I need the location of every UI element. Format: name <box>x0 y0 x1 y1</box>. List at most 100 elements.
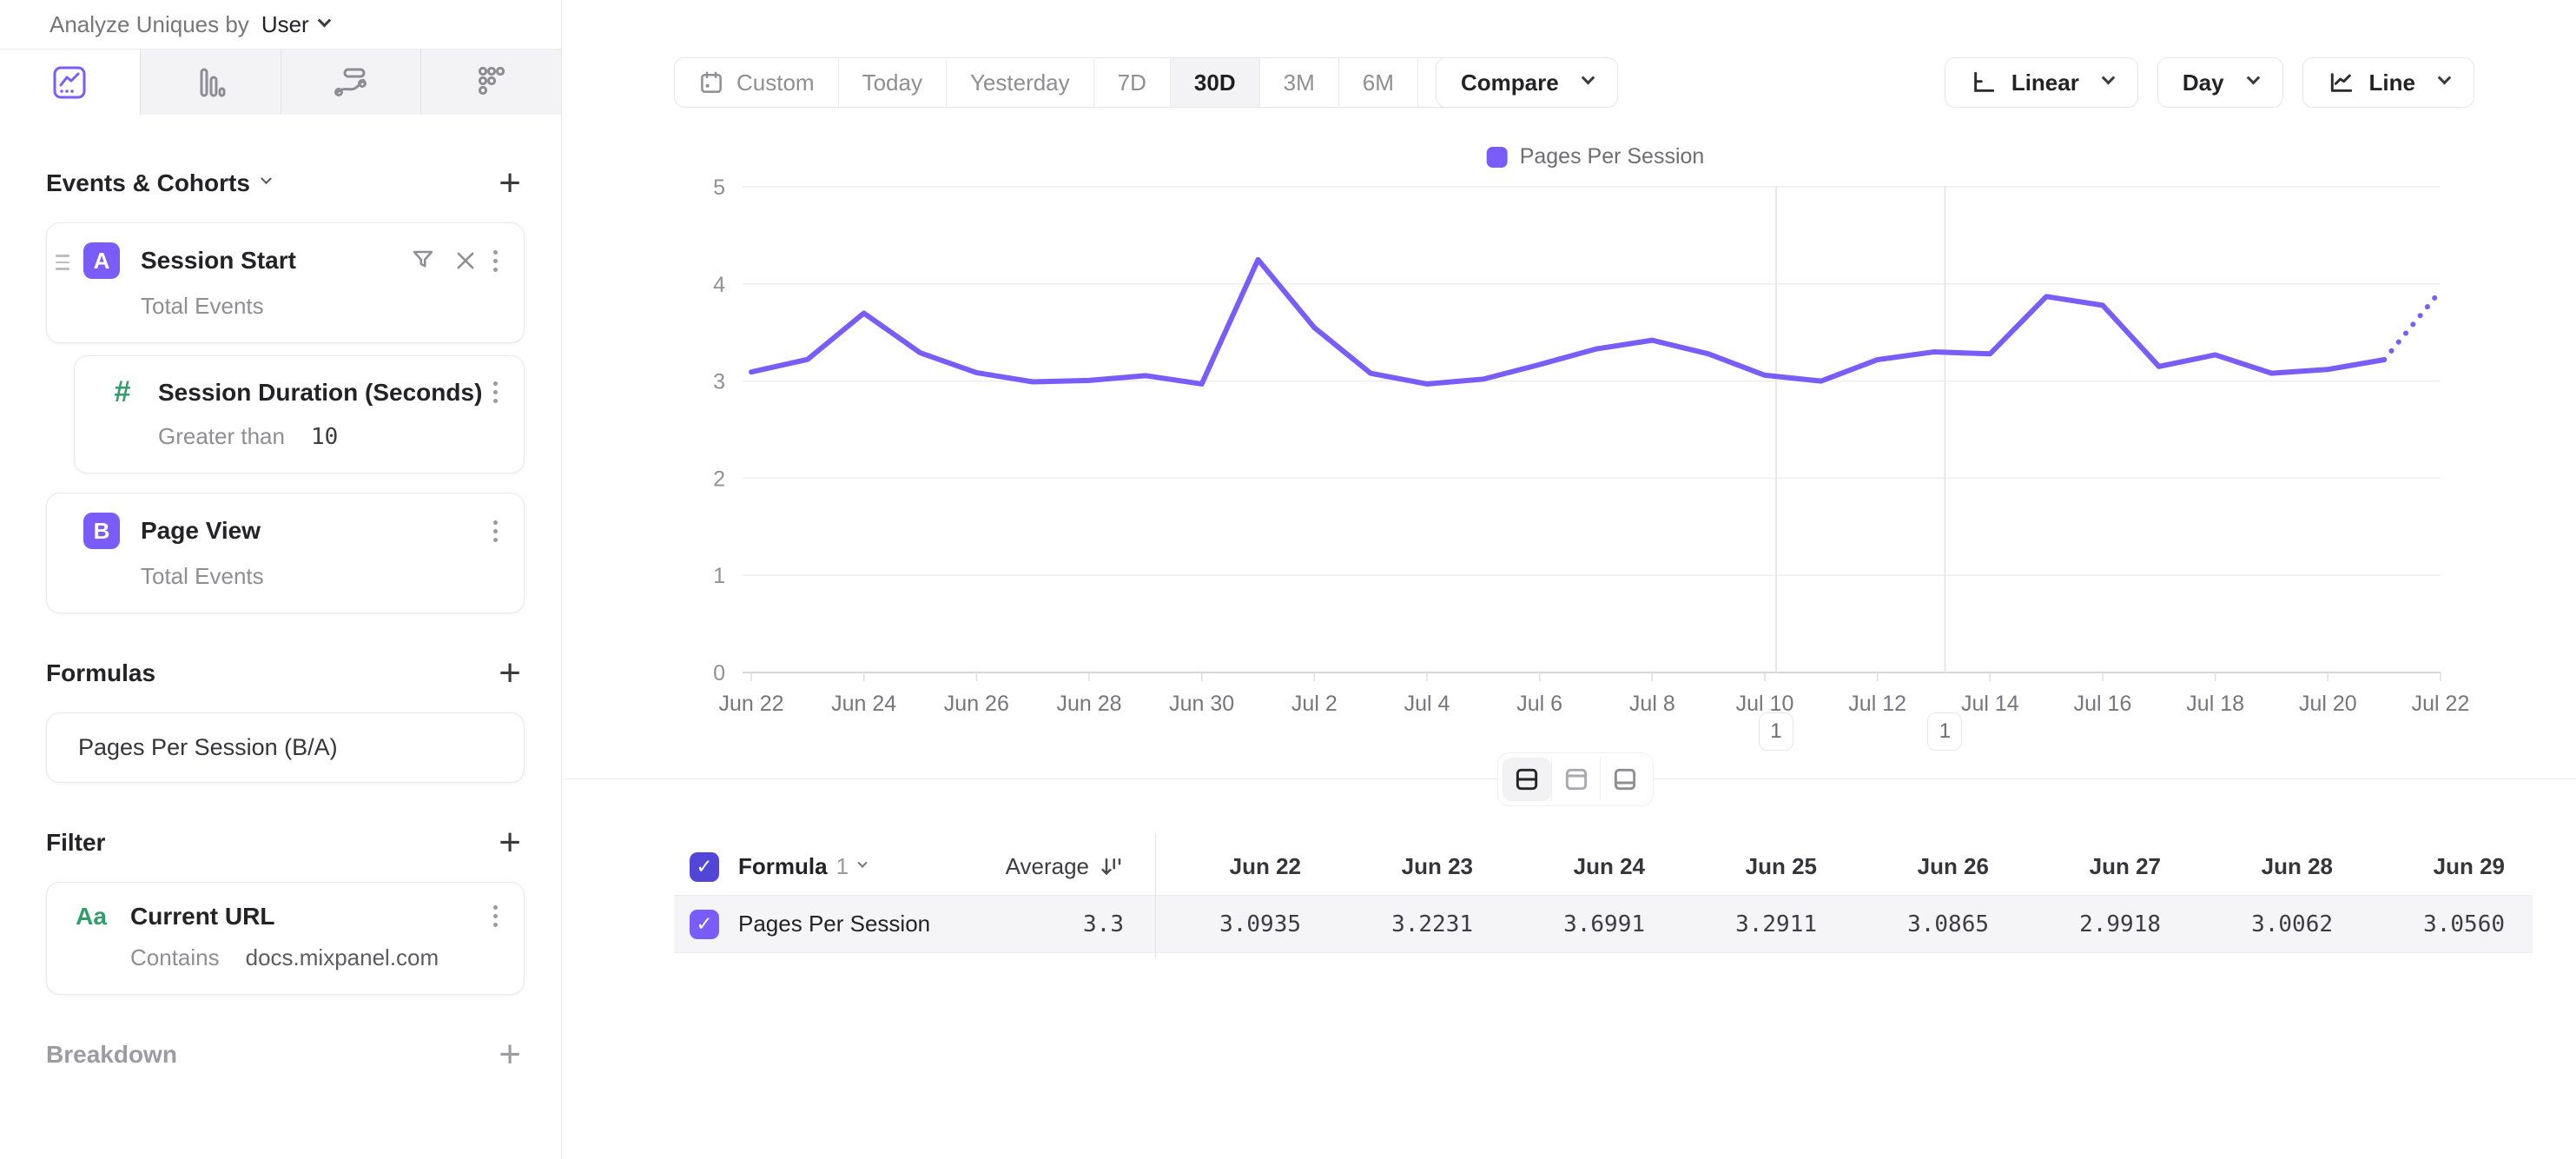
event-menu-icon[interactable] <box>486 247 505 275</box>
table-value-cell: 3.2911 <box>1735 911 1817 937</box>
chart-legend[interactable]: Pages Per Session <box>1486 144 1705 169</box>
line-chart[interactable]: 0 1 2 3 4 5 Jun 22 Jun 24 Jun 26 Jun 28 Jun 30 Jul … <box>686 165 2510 756</box>
property-menu-icon[interactable] <box>486 378 505 407</box>
tab-bar-chart[interactable] <box>139 50 281 115</box>
calendar-icon <box>701 71 722 93</box>
analyze-uniques-bar: Analyze Uniques by User <box>0 0 561 50</box>
table-row[interactable]: ✓ Pages Per Session 3.3 3.0935 3.2231 3.69… <box>674 896 2533 953</box>
layout-table-button[interactable] <box>1600 758 1648 801</box>
filter-menu-icon[interactable] <box>486 902 505 931</box>
layout-toggle <box>1497 752 1654 806</box>
table-column-header[interactable]: Jun 27 <box>2089 853 2161 879</box>
chart-display-controls: Linear Day Line <box>1944 57 2474 108</box>
event-title[interactable]: Session Start <box>141 247 296 274</box>
event-aggregation[interactable]: Total Events <box>141 293 264 319</box>
date-range-control: Custom Today Yesterday 7D 30D 3M 6M 12M <box>674 57 1510 108</box>
formulas-section-title: Formulas <box>46 659 156 686</box>
layout-split-button[interactable] <box>1503 758 1551 801</box>
property-operator[interactable]: Greater than <box>158 423 285 449</box>
breakdown-section-header: Breakdown + <box>46 1036 525 1074</box>
add-event-button[interactable]: + <box>495 164 525 202</box>
property-filter-card[interactable]: # Session Duration (Seconds) Greater tha… <box>74 355 525 474</box>
chevron-down-icon <box>261 172 272 184</box>
range-7d[interactable]: 7D <box>1093 58 1170 107</box>
event-card-session-start[interactable]: A Session Start Total Events <box>46 222 525 343</box>
add-breakdown-button[interactable]: + <box>495 1036 525 1074</box>
svg-text:Jul 16: Jul 16 <box>2074 692 2132 716</box>
formula-group-dropdown[interactable]: Formula 1 <box>738 853 868 880</box>
filter-operator[interactable]: Contains <box>130 944 220 970</box>
table-value-cell: 3.6991 <box>1563 911 1645 937</box>
filter-value[interactable]: docs.mixpanel.com <box>245 944 439 970</box>
property-value[interactable]: 10 <box>310 423 339 450</box>
add-formula-button[interactable]: + <box>495 654 525 692</box>
annotation-badge[interactable]: 1 <box>1758 712 1793 751</box>
tab-flow[interactable] <box>280 50 421 115</box>
formula-expression[interactable]: Pages Per Session (B/A) <box>78 734 338 760</box>
events-section-title[interactable]: Events & Cohorts <box>46 169 272 197</box>
formula-card[interactable]: Pages Per Session (B/A) <box>46 712 525 783</box>
annotation-badge[interactable]: 1 <box>1927 712 1963 751</box>
range-3m[interactable]: 3M <box>1258 58 1338 107</box>
formulas-section-header: Formulas + <box>46 654 525 692</box>
range-30d[interactable]: 30D <box>1169 58 1259 107</box>
interval-dropdown[interactable]: Day <box>2157 57 2283 108</box>
compare-dropdown[interactable]: Compare <box>1436 57 1618 108</box>
range-yesterday[interactable]: Yesterday <box>945 58 1093 107</box>
layout-chart-button[interactable] <box>1551 758 1600 801</box>
table-value-cell: 3.0062 <box>2251 911 2333 937</box>
row-checkbox[interactable]: ✓ <box>690 909 719 939</box>
event-letter-badge: A <box>83 242 120 279</box>
svg-text:Jul 10: Jul 10 <box>1736 692 1794 716</box>
table-column-header[interactable]: Jun 25 <box>1745 853 1817 879</box>
range-today[interactable]: Today <box>837 58 946 107</box>
legend-swatch <box>1486 146 1508 168</box>
table-value-cell: 3.0865 <box>1907 911 1989 937</box>
filter-section-title: Filter <box>46 829 106 856</box>
event-aggregation[interactable]: Total Events <box>141 563 264 589</box>
table-column-header[interactable]: Jun 29 <box>2433 853 2505 879</box>
svg-text:3: 3 <box>713 370 725 394</box>
analyze-by-dropdown[interactable]: User <box>261 11 331 38</box>
table-column-divider <box>1155 833 1156 958</box>
table-column-header[interactable]: Jun 22 <box>1229 853 1301 879</box>
svg-text:Jul 18: Jul 18 <box>2186 692 2244 716</box>
filter-card-current-url[interactable]: Aa Current URL Contains docs.mixpanel.co… <box>46 882 525 995</box>
event-card-page-view[interactable]: B Page View Total Events <box>46 493 525 613</box>
svg-text:4: 4 <box>713 273 725 297</box>
drag-handle-icon[interactable] <box>56 255 69 270</box>
remove-event-icon[interactable] <box>445 248 486 273</box>
svg-text:Jul 6: Jul 6 <box>1516 692 1562 716</box>
chevron-down-icon <box>2101 70 2116 85</box>
tab-insights-chart[interactable] <box>0 50 140 115</box>
property-title[interactable]: Session Duration (Seconds) <box>158 378 483 406</box>
row-name: Pages Per Session <box>738 911 931 937</box>
range-custom[interactable]: Custom <box>675 58 838 107</box>
filter-funnel-icon[interactable] <box>401 248 445 274</box>
range-6m[interactable]: 6M <box>1338 58 1417 107</box>
select-all-checkbox[interactable]: ✓ <box>690 851 719 882</box>
svg-text:Jul 12: Jul 12 <box>1848 692 1906 716</box>
scale-dropdown[interactable]: Linear <box>1944 57 2138 108</box>
svg-text:2: 2 <box>713 467 725 491</box>
svg-text:0: 0 <box>713 661 725 685</box>
chevron-down-icon <box>857 858 868 868</box>
table-column-header[interactable]: Jun 24 <box>1573 853 1645 879</box>
event-menu-icon[interactable] <box>486 517 505 546</box>
event-title[interactable]: Page View <box>141 517 261 544</box>
filter-title[interactable]: Current URL <box>130 902 275 930</box>
string-property-icon: Aa <box>76 902 107 930</box>
svg-text:Jun 28: Jun 28 <box>1056 692 1121 716</box>
table-column-header[interactable]: Jun 23 <box>1401 853 1473 879</box>
results-table: ✓ Formula 1 Average Jun 22 Jun 23 Jun 24 Ju… <box>674 833 2533 958</box>
legend-label: Pages Per Session <box>1519 144 1705 169</box>
line-chart-icon <box>2330 73 2352 92</box>
chart-type-dropdown[interactable]: Line <box>2302 57 2474 108</box>
tab-metrics-grid[interactable] <box>420 50 561 115</box>
add-filter-button[interactable]: + <box>495 824 525 862</box>
average-column-header[interactable]: Average <box>1006 853 1124 880</box>
analyze-uniques-label: Analyze Uniques by <box>50 10 249 37</box>
table-column-header[interactable]: Jun 28 <box>2261 853 2333 879</box>
flow-icon <box>334 68 367 96</box>
table-column-header[interactable]: Jun 26 <box>1917 853 1989 879</box>
